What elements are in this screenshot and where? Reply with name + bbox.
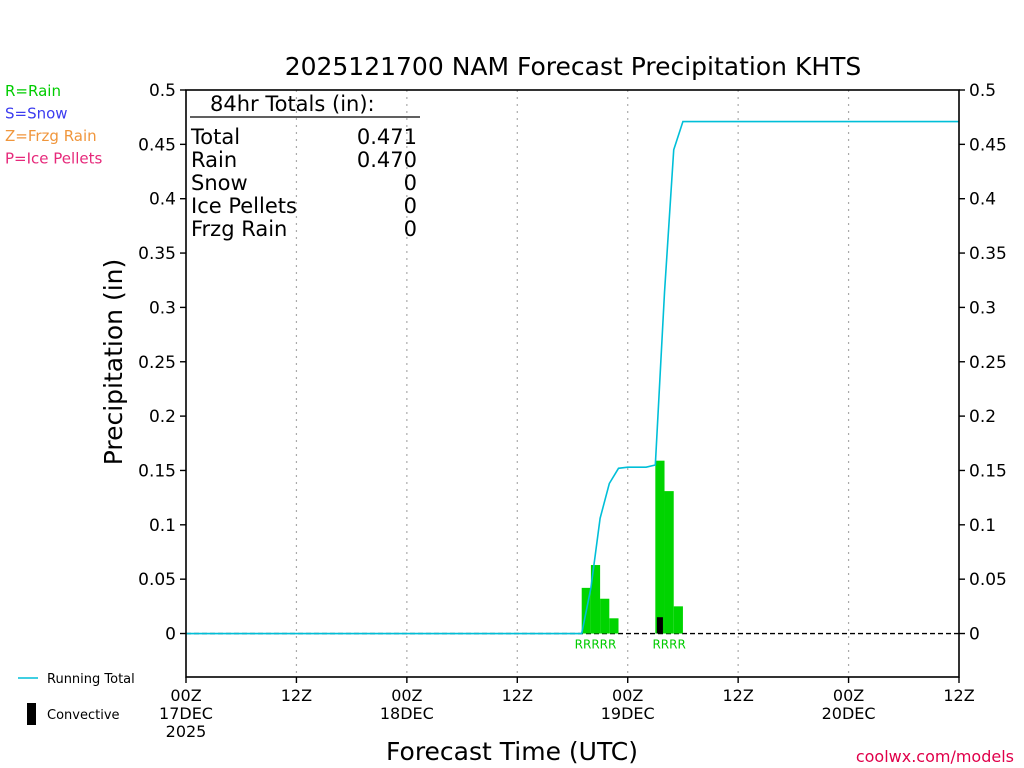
rain-bar <box>590 565 601 634</box>
y-tick-label-right: 0.35 <box>969 244 1007 264</box>
y-tick-label-right: 0.05 <box>969 570 1007 590</box>
rain-bar <box>609 618 619 634</box>
x-tick-label: 18DEC <box>380 704 434 723</box>
y-tick-label-left: 0.15 <box>138 461 176 481</box>
x-tick-label: 2025 <box>166 722 207 741</box>
y-tick-label-left: 0.05 <box>138 570 176 590</box>
x-tick-label: 12Z <box>281 686 312 705</box>
y-tick-label-left: 0.5 <box>149 81 176 101</box>
axes: 0 00.05 0.050.1 0.10.15 0.150.2 0.20.25 0.250.… <box>138 81 1007 741</box>
x-axis-label: Forecast Time (UTC) <box>386 737 638 766</box>
running-total-line <box>186 120 959 635</box>
series-legend: Running Total Convective <box>18 672 135 725</box>
ptype-label: RRRR <box>652 638 685 652</box>
x-tick-label: 00Z <box>612 686 643 705</box>
totals-row-value: 0.470 <box>357 148 417 172</box>
y-tick-label-left: 0.35 <box>138 244 176 264</box>
x-tick-label: 00Z <box>170 686 201 705</box>
totals-row-label: Ice Pellets <box>191 194 297 218</box>
totals-row-label: Total <box>190 125 240 149</box>
convective-legend-swatch <box>27 703 36 725</box>
y-tick-label-left: 0.3 <box>149 298 176 318</box>
x-tick-label: 00Z <box>833 686 864 705</box>
y-tick-label-right: 0.4 <box>969 190 996 210</box>
convective-bar <box>656 617 663 634</box>
precip-type-legend: R=Rain S=Snow Z=Frzg Rain P=Ice Pellets <box>5 82 102 168</box>
series-legend-label: Running Total <box>47 672 135 687</box>
totals-box: 84hr Totals (in): Total 0.471 Rain 0.470 Sno… <box>190 92 420 241</box>
y-tick-label-left: 0.2 <box>149 407 176 427</box>
y-tick-label-right: 0.1 <box>969 516 996 536</box>
totals-row-label: Frzg Rain <box>191 217 287 241</box>
x-tick-label: 00Z <box>391 686 422 705</box>
rain-bar <box>673 606 683 634</box>
y-tick-label-left: 0 <box>165 625 176 645</box>
type-legend-item: Z=Frzg Rain <box>5 127 97 145</box>
x-tick-label: 19DEC <box>601 704 655 723</box>
x-tick-label: 12Z <box>502 686 533 705</box>
totals-row-value: 0 <box>404 194 417 218</box>
totals-row-label: Rain <box>191 148 237 172</box>
y-tick-label-right: 0.15 <box>969 461 1007 481</box>
y-axis-label: Precipitation (in) <box>99 259 128 466</box>
y-tick-label-right: 0.2 <box>969 407 996 427</box>
type-legend-item: R=Rain <box>5 82 61 100</box>
chart-title: 2025121700 NAM Forecast Precipitation KH… <box>285 52 862 81</box>
rain-bar <box>655 460 665 634</box>
running-total-line <box>186 120 959 635</box>
y-tick-label-right: 0 <box>969 625 980 645</box>
y-tick-label-left: 0.25 <box>138 353 176 373</box>
credit-text: coolwx.com/models <box>856 747 1014 766</box>
y-tick-label-right: 0.25 <box>969 353 1007 373</box>
y-tick-label-left: 0.45 <box>138 135 176 155</box>
y-tick-label-left: 0.1 <box>149 516 176 536</box>
rain-bar <box>600 598 610 634</box>
plot-frame <box>185 89 960 678</box>
totals-row-value: 0.471 <box>357 125 417 149</box>
precip-bars: RRRRR RRRR <box>575 460 686 652</box>
x-tick-label: 12Z <box>943 686 974 705</box>
x-tick-label: 12Z <box>722 686 753 705</box>
grid-lines <box>186 90 959 677</box>
x-tick-label: 20DEC <box>822 704 876 723</box>
rain-bar <box>664 491 674 634</box>
type-legend-item: P=Ice Pellets <box>5 150 102 168</box>
y-tick-label-right: 0.3 <box>969 298 996 318</box>
totals-row-value: 0 <box>404 217 417 241</box>
series-legend-label: Convective <box>47 708 120 723</box>
x-tick-label: 17DEC <box>159 704 213 723</box>
y-tick-label-left: 0.4 <box>149 190 176 210</box>
type-legend-item: S=Snow <box>5 105 68 123</box>
totals-row-value: 0 <box>404 171 417 195</box>
totals-row-label: Snow <box>191 171 248 195</box>
y-tick-label-right: 0.5 <box>969 81 996 101</box>
ptype-label: RRRRR <box>575 638 617 652</box>
y-tick-label-right: 0.45 <box>969 135 1007 155</box>
totals-heading: 84hr Totals (in): <box>210 92 375 116</box>
